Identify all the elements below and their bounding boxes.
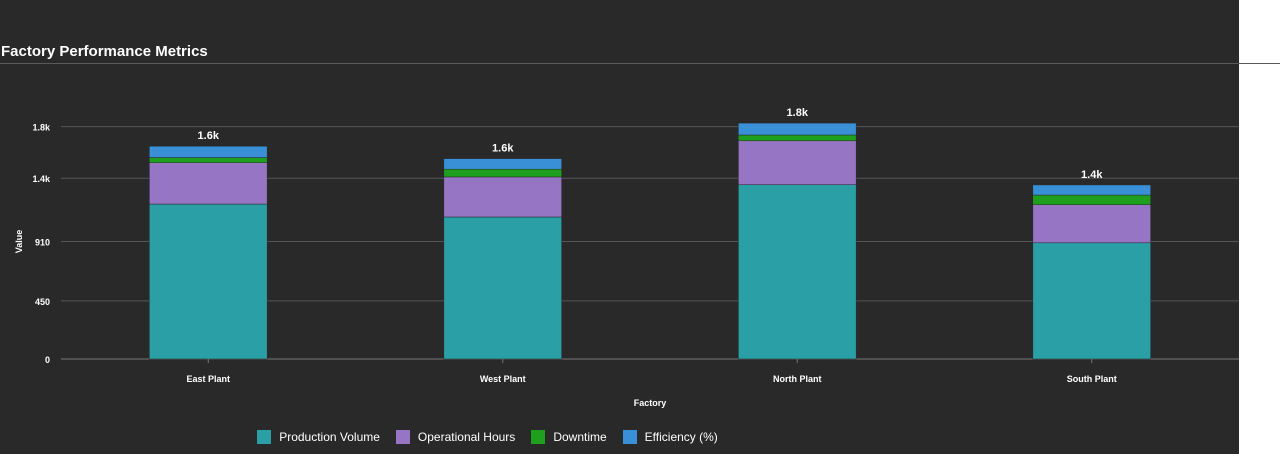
legend-label: Operational Hours: [417, 430, 516, 444]
legend-label: Efficiency (%): [644, 430, 718, 444]
chart-title: Factory Performance Metrics: [1, 43, 208, 60]
bar-segment: [1032, 204, 1151, 244]
title-divider: [0, 63, 1280, 64]
bar-total-label: 1.8k: [787, 107, 809, 119]
x-tick-label: East Plant: [186, 374, 230, 384]
bar-segment: [443, 216, 562, 360]
bar-segment: [1032, 194, 1151, 205]
legend-label: Production Volume: [279, 430, 380, 444]
x-axis-label: Factory: [634, 398, 667, 408]
legend-item[interactable]: Operational Hours: [395, 430, 516, 444]
bar-segment: [443, 176, 562, 218]
bar-segment: [443, 168, 562, 178]
legend-item[interactable]: Efficiency (%): [622, 430, 718, 444]
x-tick-label: West Plant: [480, 374, 526, 384]
y-axis-label: Value: [14, 230, 24, 254]
y-tick-label: 1.4k: [32, 174, 51, 184]
y-tick-label: 910: [35, 238, 50, 248]
bar-segment: [738, 134, 857, 142]
bar-segment: [149, 203, 268, 360]
chart-panel: Factory Performance Metrics 0 450 910 1.4k 1…: [0, 0, 1239, 454]
bar-segment: [149, 162, 268, 205]
legend-swatch: [531, 430, 546, 444]
bar-segment: [443, 158, 562, 170]
stacked-bar-chart: 0 450 910 1.4k 1.8k Value 1.6k East Plant 1.6k We…: [14, 107, 1239, 408]
legend-swatch: [395, 430, 410, 444]
legend-label: Downtime: [553, 430, 607, 444]
bar-segment: [738, 184, 857, 360]
y-tick-label: 450: [35, 297, 50, 307]
bar-segment: [1032, 242, 1151, 360]
legend-swatch: [257, 430, 272, 444]
bar-segment: [1032, 184, 1151, 196]
bar-segment: [149, 145, 268, 158]
y-tick-label: 0: [45, 355, 50, 365]
bar-segment: [738, 140, 857, 185]
bar-total-label: 1.6k: [492, 143, 514, 155]
y-tick-label: 1.8k: [32, 123, 51, 133]
legend-item[interactable]: Production Volume: [257, 430, 380, 444]
bar-segment: [149, 157, 268, 163]
legend-swatch: [622, 430, 637, 444]
bar-total-label: 1.4k: [1081, 169, 1103, 181]
legend-item[interactable]: Downtime: [531, 430, 607, 444]
x-tick-label: North Plant: [773, 374, 822, 384]
bar-segment: [738, 122, 857, 136]
x-tick-label: South Plant: [1067, 374, 1117, 384]
bar-total-label: 1.6k: [198, 130, 220, 142]
chart-legend: Production Volume Operational Hours Downti…: [0, 430, 975, 444]
